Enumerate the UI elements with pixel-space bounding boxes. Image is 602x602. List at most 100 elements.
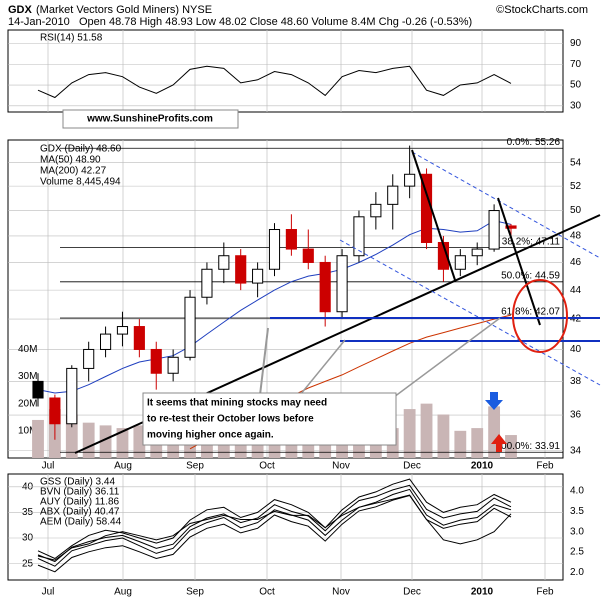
compare-panel — [7, 473, 564, 581]
y-tick-label: 48 — [570, 231, 582, 242]
x-tick-label: Feb — [536, 587, 554, 598]
candle-body — [100, 333, 112, 350]
x-tick-label: Sep — [186, 587, 204, 598]
y-tick-label: 36 — [570, 410, 582, 421]
fib-label: 100.0%: 33.91 — [496, 441, 561, 452]
legend-entry: MA(50) 48.90 — [40, 155, 101, 166]
y-tick-label: 20M — [18, 398, 37, 409]
candle-body — [268, 229, 281, 270]
date: 14-Jan-2010 — [8, 16, 70, 28]
candle-body — [218, 255, 230, 270]
series-line — [37, 488, 512, 567]
legend-entry: GDX (Daily) 48.60 — [40, 144, 122, 155]
y-tick-label: 4.0 — [570, 486, 584, 497]
candle-body — [505, 225, 517, 229]
series-line — [37, 484, 512, 563]
x-tick-label: Jul — [42, 461, 55, 472]
x-tick-label: 2010 — [471, 461, 494, 472]
series-line — [37, 65, 512, 99]
trend-line — [389, 317, 501, 401]
y-tick-label: 46 — [570, 257, 582, 268]
trend-line — [259, 327, 269, 396]
candle-body — [49, 397, 61, 425]
y-tick-label: 2.5 — [570, 547, 584, 558]
y-tick-label: 50 — [570, 205, 582, 216]
candle-body — [488, 210, 500, 250]
volume-bar — [454, 430, 467, 458]
legend-entry: ABX (Daily) 40.47 — [40, 507, 120, 518]
volume-bar — [99, 425, 112, 458]
volume-bar — [437, 414, 450, 458]
candle-body — [66, 367, 78, 425]
y-tick-label: 3.5 — [570, 506, 584, 517]
candle-body — [235, 255, 247, 284]
credit: ©StockCharts.com — [496, 4, 588, 16]
y-tick-label: 38 — [570, 376, 582, 387]
trend-line — [497, 197, 541, 326]
volume-bar — [505, 435, 517, 458]
x-tick-label: Nov — [332, 461, 350, 472]
volume-bar — [488, 406, 501, 458]
candle-body — [116, 326, 129, 335]
candle-body — [184, 296, 196, 358]
candle-body — [387, 185, 399, 205]
legend-entry: BVN (Daily) 36.11 — [40, 487, 120, 498]
x-tick-label: Oct — [259, 461, 275, 472]
x-tick-label: Oct — [259, 587, 275, 598]
y-tick-label: 30M — [18, 371, 37, 382]
candle-body — [370, 203, 382, 218]
legend-entry: Volume 8,445,494 — [40, 177, 121, 188]
candle-body — [471, 248, 483, 257]
candle-body — [252, 268, 264, 284]
y-tick-label: 40M — [18, 344, 37, 355]
candle-body — [133, 326, 145, 350]
y-tick-label: 30 — [570, 100, 582, 111]
trend-line — [299, 339, 346, 396]
volume-bar — [116, 428, 129, 458]
quote: Open 48.78 High 48.93 Low 48.02 Close 48… — [79, 16, 472, 28]
y-tick-label: 2.0 — [570, 567, 584, 578]
candle-body — [336, 255, 348, 313]
x-tick-label: Nov — [332, 587, 350, 598]
x-tick-label: Aug — [114, 461, 132, 472]
trend-line — [411, 149, 456, 281]
annotation: It seems that mining stocks may need — [147, 398, 327, 409]
fib-label: 61.8%: 42.07 — [501, 307, 560, 318]
volume-bar — [32, 419, 44, 458]
up-arrow — [491, 434, 507, 452]
y-tick-label: 70 — [570, 59, 582, 70]
legend-entry: AEM (Daily) 58.44 — [40, 517, 122, 528]
annotation: moving higher once again. — [147, 430, 274, 441]
series-line — [37, 494, 512, 561]
x-tick-label: Sep — [186, 461, 204, 472]
watermark-box — [62, 109, 239, 129]
legend-entry: AUY (Daily) 11.86 — [40, 497, 120, 508]
y-tick-label: 42 — [570, 314, 582, 325]
legend-entry: MA(200) 42.27 — [40, 166, 107, 177]
annotation-box — [142, 392, 397, 446]
series-line — [37, 494, 512, 573]
volume-bar — [471, 428, 484, 458]
y-tick-label: 90 — [570, 38, 582, 49]
annotation: to re-test their October lows before — [147, 414, 314, 425]
y-tick-label: 54 — [570, 157, 582, 168]
candle-body — [167, 356, 179, 374]
watermark: www.SunshineProfits.com — [86, 114, 213, 125]
down-arrow — [485, 392, 503, 410]
candle-body — [404, 173, 416, 187]
fib-label: 38.2%: 47.11 — [502, 236, 561, 247]
candle-body — [201, 268, 213, 298]
candle-body — [32, 380, 44, 399]
y-tick-label: 40 — [570, 344, 582, 355]
volume-bar — [420, 403, 433, 458]
trend-line — [411, 151, 601, 259]
candle-body — [319, 261, 331, 313]
y-tick-label: 34 — [570, 445, 582, 456]
trend-line — [339, 239, 601, 386]
x-tick-label: Feb — [536, 461, 554, 472]
series-line — [37, 478, 512, 560]
security-name: (Market Vectors Gold Miners) NYSE — [36, 4, 212, 16]
fib-label: 50.0%: 44.59 — [501, 270, 560, 281]
x-tick-label: Jul — [42, 587, 55, 598]
